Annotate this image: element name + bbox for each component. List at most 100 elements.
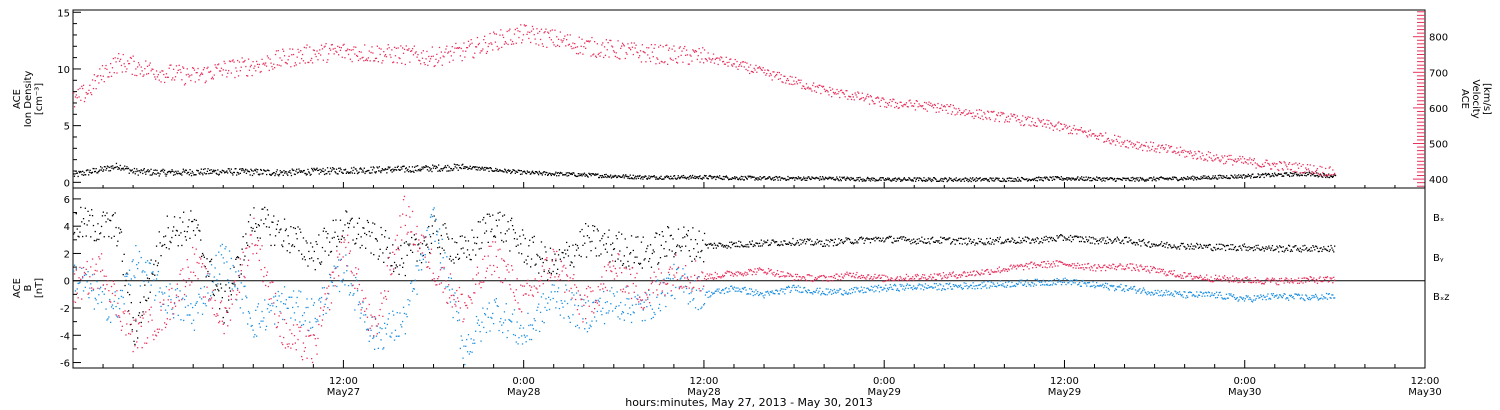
density-point (312, 170, 314, 172)
velocity-point (1226, 155, 1228, 158)
density-point (1320, 175, 1322, 177)
density-point (868, 179, 870, 181)
velocity-point (861, 92, 863, 94)
bx-point (1068, 236, 1070, 238)
density-point (783, 178, 785, 180)
velocity-point (994, 120, 996, 122)
bx-point (900, 236, 902, 238)
density-point (215, 169, 217, 172)
density-point (648, 175, 650, 177)
velocity-point (946, 104, 948, 106)
velocity-point (959, 109, 961, 112)
density-point (270, 174, 272, 176)
velocity-point (1027, 116, 1029, 118)
velocity-point (968, 112, 970, 114)
density-point (1129, 179, 1132, 182)
bx-point (347, 226, 350, 229)
bx-point (519, 235, 521, 237)
bx-point (401, 257, 403, 260)
density-point (1264, 173, 1266, 175)
density-point (891, 179, 893, 181)
velocity-point (210, 70, 212, 72)
density-point (435, 165, 438, 168)
velocity-point (353, 46, 355, 48)
bx-point (768, 244, 771, 246)
density-point (918, 177, 921, 179)
density-point (922, 179, 924, 182)
by-point (111, 304, 114, 306)
density-point (568, 174, 570, 177)
density-point (512, 169, 514, 171)
density-point (1043, 177, 1045, 179)
density-point (1134, 180, 1136, 182)
velocity-point (791, 76, 793, 78)
density-point (465, 166, 467, 168)
density-point (1163, 178, 1165, 180)
velocity-point (930, 102, 932, 104)
density-point (1147, 179, 1149, 181)
density-point (423, 166, 426, 169)
bx-point (227, 311, 229, 313)
bx-point (751, 240, 753, 242)
bx-point (190, 210, 192, 212)
density-point (1177, 179, 1179, 182)
bx-point (100, 232, 102, 234)
velocity-point (521, 42, 523, 44)
bx-point (626, 246, 628, 249)
density-point (359, 167, 362, 169)
velocity-point (626, 53, 628, 55)
velocity-point (479, 52, 481, 54)
density-point (489, 167, 492, 169)
velocity-point (653, 47, 655, 49)
velocity-point (110, 63, 112, 65)
density-point (435, 167, 437, 170)
velocity-point (1183, 149, 1185, 151)
density-point (453, 163, 456, 165)
velocity-point (1172, 151, 1174, 153)
bx-point (839, 242, 841, 244)
density-point (452, 169, 454, 171)
velocity-point (1186, 155, 1188, 158)
velocity-point (1181, 150, 1183, 152)
by-point (88, 297, 90, 299)
bx-point (1117, 238, 1119, 240)
density-point (640, 176, 643, 178)
bx-point (347, 222, 349, 224)
density-point (541, 174, 543, 176)
velocity-point (451, 46, 453, 48)
density-point (860, 178, 863, 181)
velocity-point (188, 76, 190, 78)
bx-point (895, 240, 897, 242)
density-point (549, 172, 551, 174)
bx-point (675, 252, 677, 254)
density-point (853, 179, 855, 181)
bx-point (1050, 238, 1052, 240)
density-point (860, 178, 862, 180)
density-point (875, 179, 878, 182)
density-point (1141, 179, 1143, 181)
density-point (1308, 171, 1310, 173)
velocity-point (87, 92, 89, 95)
velocity-point (148, 64, 150, 66)
velocity-point (1066, 127, 1068, 130)
velocity-point (1153, 150, 1155, 152)
velocity-point (871, 99, 873, 101)
density-point (1117, 177, 1119, 180)
density-point (1289, 172, 1292, 174)
bx-point (1284, 249, 1286, 252)
density-point (710, 176, 712, 178)
bx-point (258, 225, 260, 227)
density-point (1247, 173, 1249, 176)
bx-point (1071, 236, 1073, 238)
bx-point (643, 259, 645, 261)
bx-point (1035, 240, 1037, 242)
bx-point (113, 235, 115, 237)
density-point (913, 177, 915, 179)
by-point (216, 279, 218, 281)
velocity-point (1007, 115, 1009, 117)
velocity-point (402, 52, 405, 54)
density-point (1295, 171, 1297, 174)
velocity-point (722, 60, 725, 63)
density-point (130, 170, 132, 172)
velocity-point (398, 57, 400, 59)
